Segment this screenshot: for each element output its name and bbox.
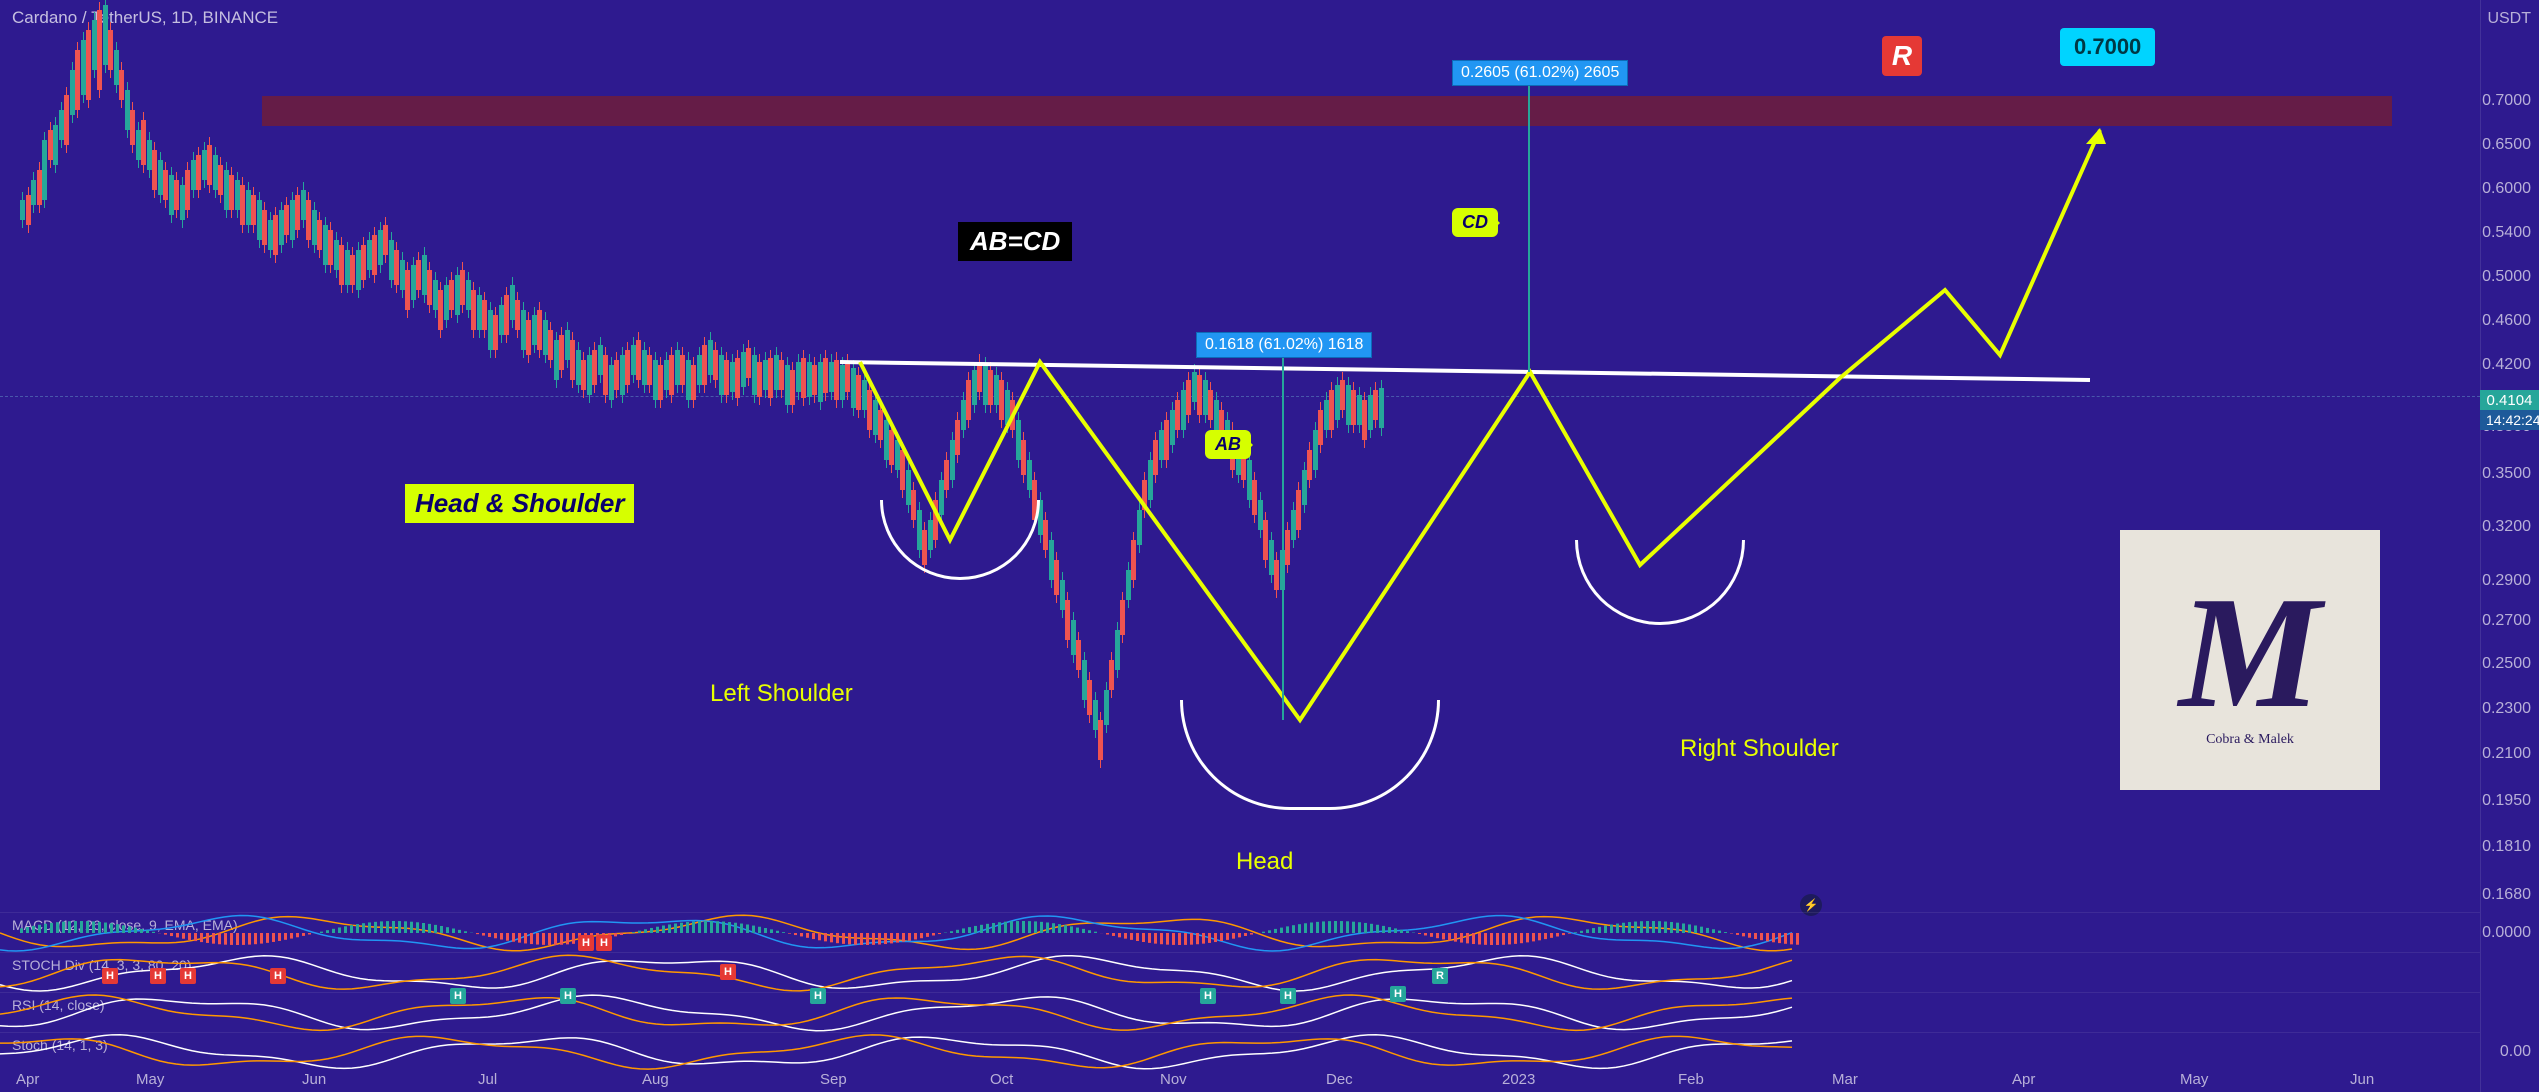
abcd-label: AB=CD (958, 222, 1072, 261)
time-tick: Jun (302, 1071, 326, 1088)
price-tick: 0.6000 (2482, 180, 2531, 198)
logo-subtitle: Cobra & Malek (2206, 732, 2294, 748)
divergence-marker: H (1280, 988, 1296, 1004)
price-tick: 0.3500 (2482, 465, 2531, 483)
divergence-marker: H (810, 988, 826, 1004)
divergence-marker: H (1200, 988, 1216, 1004)
price-axis[interactable]: USDT 0.7000 0.6500 0.6000 0.5400 0.5000 0.4600… (2480, 0, 2539, 1092)
time-tick: May (136, 1071, 164, 1088)
price-tick: 0.1680 (2482, 886, 2531, 904)
divergence-marker: R (1432, 968, 1448, 984)
time-tick: Apr (16, 1071, 39, 1088)
price-tick: 0.2100 (2482, 745, 2531, 763)
price-tick: 0.1810 (2482, 838, 2531, 856)
cd-callout: CD (1452, 208, 1498, 237)
divergence-marker: H (150, 968, 166, 984)
price-tick: USDT (2487, 10, 2531, 28)
time-tick: 2023 (1502, 1071, 1535, 1088)
price-tick: 0.7000 (2482, 92, 2531, 110)
logo-letter: M (2179, 572, 2321, 732)
price-tick: 0.2300 (2482, 700, 2531, 718)
indicator-pane[interactable]: STOCH Div (14, 3, 3, 80, 20) (0, 952, 2480, 992)
left-shoulder-label: Left Shoulder (710, 680, 853, 708)
divergence-marker: H (450, 988, 466, 1004)
price-tick: 0.3200 (2482, 518, 2531, 536)
price-target-box: 0.7000 (2060, 28, 2155, 66)
indicator-pane[interactable]: MACD (12, 26, close, 9, EMA, EMA) (0, 912, 2480, 952)
price-tick: 0.1950 (2482, 792, 2531, 810)
time-tick: Jun (2350, 1071, 2374, 1088)
price-tick: 0.5000 (2482, 268, 2531, 286)
fib-ab-box: 0.1618 (61.02%) 1618 (1196, 332, 1372, 358)
time-tick: Sep (820, 1071, 847, 1088)
indicator-pane[interactable]: Stoch (14, 1, 3) (0, 1032, 2480, 1070)
divergence-marker: H (596, 935, 612, 951)
symbol-header: Cardano / TetherUS, 1D, BINANCE (12, 8, 278, 28)
divergence-marker: H (560, 988, 576, 1004)
cd-arrow (1528, 78, 1530, 372)
hs-title-label: Head & Shoulder (405, 484, 634, 523)
time-tick: Nov (1160, 1071, 1187, 1088)
time-tick: May (2180, 1071, 2208, 1088)
price-tick: 0.2500 (2482, 655, 2531, 673)
countdown-badge: 14:42:24 (2480, 410, 2539, 430)
ab-callout: AB (1205, 430, 1251, 459)
main-chart[interactable]: Cardano / TetherUS, 1D, BINANCE Head & S… (0, 0, 2480, 910)
time-tick: Apr (2012, 1071, 2035, 1088)
time-axis[interactable]: Apr May Jun Jul Aug Sep Oct Nov Dec 2023 Feb Mar Apr… (0, 1067, 2539, 1092)
time-tick: Jul (478, 1071, 497, 1088)
divergence-marker: H (578, 935, 594, 951)
divergence-marker: H (270, 968, 286, 984)
price-tick: 0.2900 (2482, 572, 2531, 590)
price-tick: 0.6500 (2482, 136, 2531, 154)
current-price-badge: 0.4104 (2480, 390, 2539, 411)
price-tick: 0.5400 (2482, 224, 2531, 242)
price-tick: 0.2700 (2482, 612, 2531, 630)
indicator-pane[interactable]: RSI (14, close) (0, 992, 2480, 1032)
right-shoulder-label: Right Shoulder (1680, 735, 1839, 763)
price-tick: 0.4200 (2482, 356, 2531, 374)
time-tick: Mar (1832, 1071, 1858, 1088)
divergence-marker: H (1390, 986, 1406, 1002)
divergence-marker: H (720, 964, 736, 980)
divergence-marker: H (102, 968, 118, 984)
resistance-marker: R (1882, 36, 1922, 76)
divergence-marker: H (180, 968, 196, 984)
head-label: Head (1236, 848, 1293, 876)
fib-cd-box: 0.2605 (61.02%) 2605 (1452, 60, 1628, 86)
time-tick: Dec (1326, 1071, 1353, 1088)
price-tick: 0.4600 (2482, 312, 2531, 330)
ab-arrow (1282, 350, 1284, 720)
time-tick: Feb (1678, 1071, 1704, 1088)
time-tick: Oct (990, 1071, 1013, 1088)
price-line (0, 396, 2480, 397)
watermark-logo: M Cobra & Malek (2120, 530, 2380, 790)
resistance-zone (262, 96, 2392, 126)
time-tick: Aug (642, 1071, 669, 1088)
